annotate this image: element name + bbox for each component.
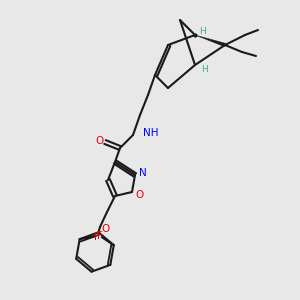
Text: O: O xyxy=(136,190,144,200)
Text: NH: NH xyxy=(143,128,158,138)
Polygon shape xyxy=(195,35,226,47)
Text: F: F xyxy=(94,232,100,242)
Text: F: F xyxy=(97,231,103,241)
Text: O: O xyxy=(101,224,109,234)
Text: N: N xyxy=(139,168,147,178)
Text: H: H xyxy=(200,26,206,35)
Text: H: H xyxy=(202,64,208,74)
Text: O: O xyxy=(96,136,104,146)
